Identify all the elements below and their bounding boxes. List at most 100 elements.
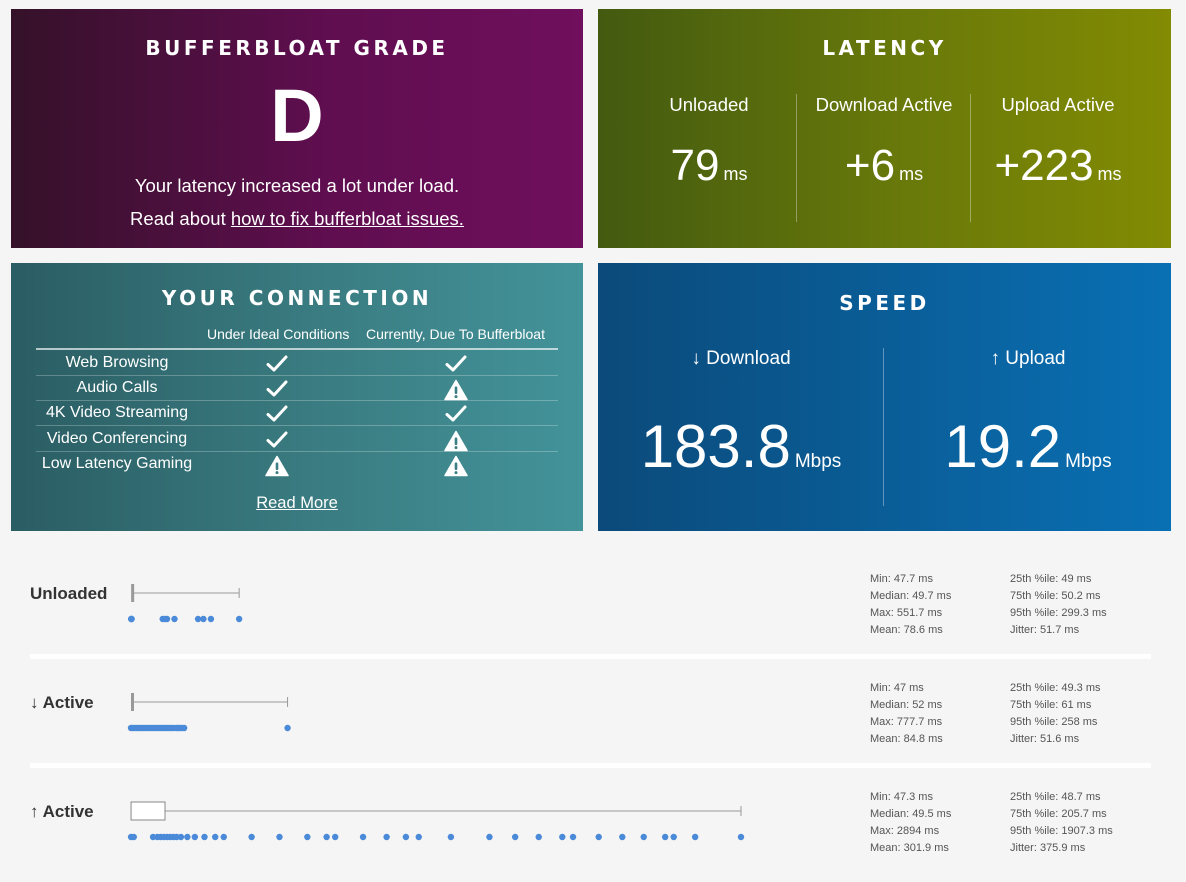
stats-left: Min: 47 ms Median: 52 ms Max: 777.7 ms Mean…: [870, 680, 943, 748]
connection-row: Web Browsing: [36, 351, 558, 376]
sample-point: [619, 833, 626, 841]
check-icon: [265, 354, 289, 374]
stat-value: 95th %ile: 299.3 ms: [1010, 607, 1107, 619]
column-header-current: Currently, Due To Bufferbloat: [366, 326, 545, 342]
sample-point: [235, 615, 243, 623]
box-plot: [127, 801, 745, 841]
stat-value: Jitter: 51.6 ms: [1010, 733, 1080, 745]
stat-value: Median: 52 ms: [870, 699, 943, 711]
warning-icon: [265, 455, 289, 477]
activity-label: Web Browsing: [65, 354, 169, 371]
stat-value: 75th %ile: 205.7 ms: [1010, 808, 1107, 820]
stat-value: Max: 551.7 ms: [870, 607, 943, 619]
distribution-separator: [30, 654, 1151, 659]
speed-title: SPEED: [839, 291, 930, 315]
stat-value: 25th %ile: 49.3 ms: [1010, 682, 1101, 694]
check-icon: [265, 430, 289, 450]
latency-title: LATENCY: [822, 36, 947, 60]
sample-point: [248, 833, 255, 841]
grade-title: BUFFERBLOAT GRADE: [145, 36, 449, 60]
sample-point: [402, 833, 410, 841]
check-icon: [265, 379, 289, 399]
download-label: ↓ Download: [691, 348, 791, 369]
latency-divider: [796, 94, 797, 222]
sample-point: [535, 833, 542, 841]
speed-divider: [883, 348, 884, 506]
upload-value: 19.2: [944, 413, 1062, 480]
iqr-box: [131, 584, 135, 602]
read-about-prefix: Read about: [130, 208, 231, 229]
sample-point: [276, 833, 283, 841]
stats-right: 25th %ile: 49.3 ms 75th %ile: 61 ms 95th %…: [1010, 680, 1101, 748]
latency-unloaded: Unloaded 79 ms: [622, 94, 796, 200]
sample-point: [359, 833, 367, 841]
grade-read-about: Read about how to fix bufferbloat issues…: [11, 202, 583, 235]
stat-value: Min: 47 ms: [870, 682, 924, 694]
iqr-box: [130, 801, 166, 821]
distribution-separator: [30, 763, 1151, 768]
read-more-link[interactable]: Read More: [256, 494, 338, 512]
stat-value: Max: 2894 ms: [870, 825, 940, 837]
sample-point: [511, 833, 519, 841]
sample-point: [640, 833, 647, 841]
stat-value: Median: 49.5 ms: [870, 808, 952, 820]
stat-value: Jitter: 51.7 ms: [1010, 624, 1080, 636]
stat-value: 95th %ile: 258 ms: [1010, 716, 1098, 728]
latency-label: Upload Active: [1001, 94, 1115, 115]
fix-bufferbloat-link[interactable]: how to fix bufferbloat issues.: [230, 208, 464, 229]
stats-left: Min: 47.7 ms Median: 49.7 ms Max: 551.7 ms…: [870, 571, 951, 639]
activity-label: Audio Calls: [76, 379, 158, 396]
sample-point: [737, 833, 745, 841]
stats-right: 25th %ile: 48.7 ms 75th %ile: 205.7 ms 95t…: [1010, 789, 1113, 857]
stat-value: Median: 49.7 ms: [870, 590, 952, 602]
sample-point: [691, 833, 699, 841]
sample-point: [200, 615, 207, 623]
sample-point: [201, 833, 208, 841]
latency-value: +223: [994, 141, 1094, 190]
download-unit: Mbps: [794, 451, 842, 472]
connection-row: 4K Video Streaming: [36, 401, 558, 426]
stat-value: Min: 47.7 ms: [870, 573, 933, 585]
sample-point: [194, 615, 202, 623]
speed-card: SPEED ↓ Download 183.8 Mbps ↑ Upload 19.2…: [598, 263, 1171, 531]
sample-point: [163, 615, 171, 623]
stat-value: 25th %ile: 49 ms: [1010, 573, 1092, 585]
sample-point: [486, 833, 493, 841]
your-connection-card: YOUR CONNECTION Under Ideal Conditions C…: [11, 263, 583, 531]
sample-point: [595, 833, 602, 841]
check-icon: [444, 404, 468, 424]
grade-letter: D: [270, 74, 324, 157]
warning-icon: [444, 455, 468, 477]
sample-point: [220, 833, 227, 841]
sample-point: [130, 833, 137, 841]
stat-value: Min: 47.3 ms: [870, 791, 933, 803]
latency-card: LATENCY Unloaded 79 ms Download Active +6…: [598, 9, 1171, 248]
box-plot: [127, 584, 243, 623]
latency-label: Download Active: [815, 94, 953, 115]
warning-icon: [444, 430, 468, 452]
stats-right: 25th %ile: 49 ms 75th %ile: 50.2 ms 95th %…: [1010, 571, 1107, 639]
latency-value: 79: [670, 141, 720, 190]
activity-label: 4K Video Streaming: [45, 404, 188, 421]
distribution-label: Unloaded: [30, 584, 108, 603]
speed-download: ↓ Download 183.8 Mbps: [598, 348, 884, 497]
stat-value: Max: 777.7 ms: [870, 716, 943, 728]
sample-point: [128, 615, 135, 623]
stat-value: Mean: 78.6 ms: [870, 624, 943, 636]
check-icon: [265, 404, 289, 424]
box-plot: [127, 693, 291, 732]
sample-point: [284, 724, 291, 732]
iqr-box: [131, 693, 134, 711]
warning-icon: [444, 379, 468, 401]
sample-point: [559, 833, 566, 841]
stat-value: 25th %ile: 48.7 ms: [1010, 791, 1101, 803]
sample-point: [191, 833, 199, 841]
latency-upload-active: Upload Active +223 ms: [971, 94, 1145, 200]
sample-point: [569, 833, 577, 841]
latency-unit: ms: [1097, 164, 1122, 184]
header-divider: [36, 348, 558, 350]
connection-row: Audio Calls: [36, 376, 558, 401]
sample-point: [383, 833, 390, 841]
distribution-label: ↑ Active: [30, 802, 94, 821]
connection-title: YOUR CONNECTION: [161, 286, 433, 310]
